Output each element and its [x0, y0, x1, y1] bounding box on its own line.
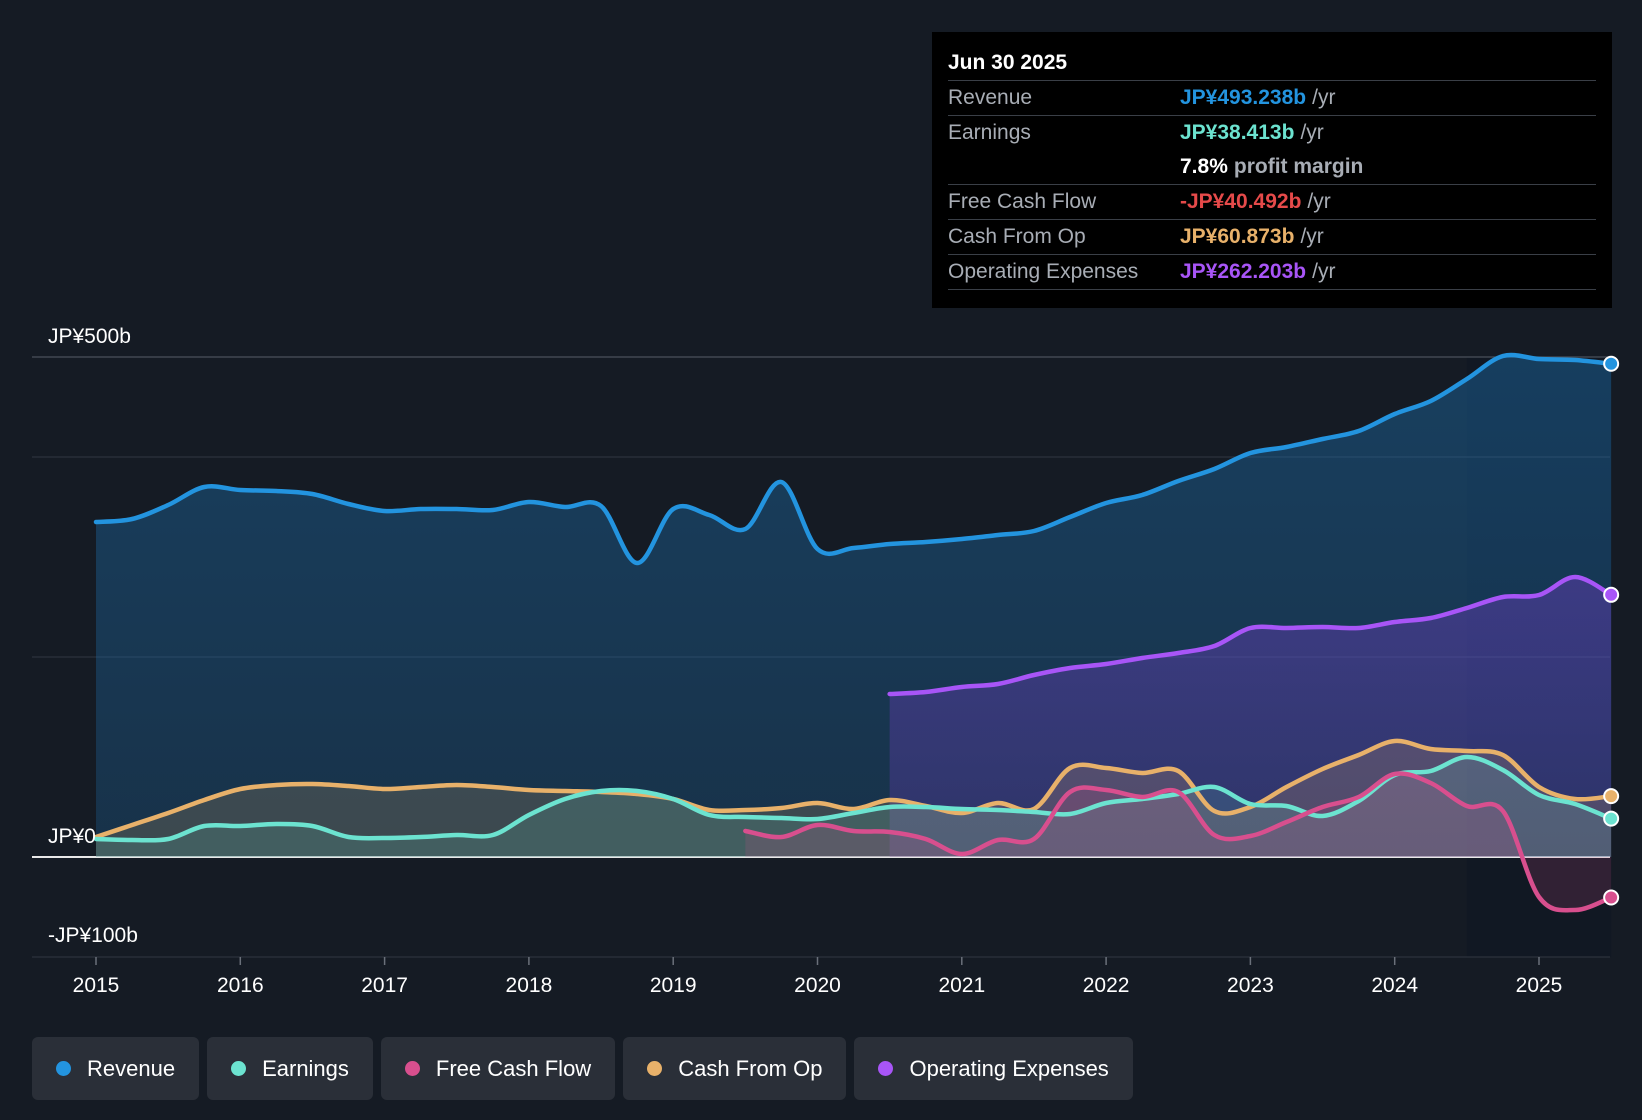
tooltip-label: Revenue — [948, 86, 1033, 109]
operating-expenses-endpoint — [1603, 586, 1620, 603]
y-axis-labels: JP¥500b JP¥0 -JP¥100b — [48, 325, 138, 947]
x-tick-label: 2020 — [794, 974, 841, 997]
x-tick-label: 2025 — [1516, 974, 1563, 997]
series-endpoints — [1603, 355, 1620, 906]
revenue-line — [93, 352, 1614, 566]
tooltip-row-operating-expenses: Operating Expenses JP¥262.203b /yr — [948, 255, 1596, 290]
earnings-area — [96, 756, 1612, 857]
x-tick-label: 2022 — [1083, 974, 1130, 997]
x-tick-label: 2018 — [506, 974, 553, 997]
free-cash-flow-dot-icon — [404, 1061, 420, 1076]
tooltip-unit: /yr — [1300, 121, 1324, 144]
tooltip-row-revenue: Revenue JP¥493.238b /yr — [948, 81, 1596, 116]
tooltip-value: JP¥493.238b — [1180, 86, 1307, 109]
legend-item-earnings[interactable]: Earnings — [207, 1037, 373, 1100]
tooltip-value: JP¥38.413b — [1180, 121, 1295, 144]
tooltip-label: Free Cash Flow — [948, 190, 1097, 213]
tooltip-row-profit-margin: 7.8% profit margin — [948, 150, 1596, 185]
x-axis-labels: 2015 2016 2017 2018 2019 2020 2021 2022 2023 2024… — [73, 957, 1563, 997]
tooltip-label: Operating Expenses — [948, 260, 1139, 283]
earnings-line — [93, 754, 1614, 843]
tooltip-label: Earnings — [948, 121, 1031, 144]
tooltip-row-earnings: Earnings JP¥38.413b /yr — [948, 116, 1596, 150]
y-tick-label: -JP¥100b — [48, 924, 138, 947]
tooltip-unit: profit margin — [1233, 155, 1364, 178]
tooltip-value: JP¥60.873b — [1180, 225, 1295, 248]
free-cash-flow-line — [743, 771, 1614, 913]
tooltip-value: 7.8% — [1180, 155, 1228, 178]
tooltip-date: Jun 30 2025 — [948, 46, 1596, 81]
tooltip-unit: /yr — [1307, 190, 1331, 213]
legend-item-revenue[interactable]: Revenue — [32, 1037, 200, 1100]
earnings-dot-icon — [231, 1061, 247, 1076]
x-tick-label: 2016 — [217, 974, 264, 997]
legend-label: Operating Expenses — [909, 1055, 1109, 1081]
legend-label: Cash From Op — [678, 1055, 823, 1081]
x-tick-label: 2017 — [361, 974, 408, 997]
y-tick-label: JP¥0 — [48, 825, 96, 848]
legend: Revenue Earnings Free Cash Flow Cash Fro… — [32, 1037, 1133, 1100]
operating-expenses-line — [887, 574, 1614, 697]
x-tick-label: 2024 — [1371, 974, 1418, 997]
free-cash-flow-area — [745, 773, 1612, 911]
cash-from-op-dot-icon — [647, 1061, 663, 1076]
y-tick-label: JP¥500b — [48, 325, 131, 348]
tooltip-label: Cash From Op — [948, 225, 1086, 248]
tooltip-value: JP¥262.203b — [1180, 260, 1307, 283]
earnings-endpoint — [1603, 810, 1620, 827]
tooltip-unit: /yr — [1300, 225, 1324, 248]
legend-label: Earnings — [262, 1055, 349, 1081]
legend-item-operating-expenses[interactable]: Operating Expenses — [854, 1037, 1133, 1100]
legend-label: Revenue — [87, 1055, 176, 1081]
cash-from-op-line — [93, 738, 1614, 840]
tooltip-row-cash-from-op: Cash From Op JP¥60.873b /yr — [948, 220, 1596, 255]
tooltip-label — [948, 150, 1180, 184]
legend-item-free-cash-flow[interactable]: Free Cash Flow — [380, 1037, 616, 1100]
series-areas — [96, 354, 1612, 911]
legend-label: Free Cash Flow — [435, 1055, 592, 1081]
tooltip-unit: /yr — [1312, 260, 1336, 283]
x-tick-label: 2021 — [938, 974, 985, 997]
legend-item-cash-from-op[interactable]: Cash From Op — [623, 1037, 847, 1100]
tooltip-value: -JP¥40.492b — [1180, 190, 1302, 213]
operating-expenses-dot-icon — [878, 1061, 894, 1076]
revenue-dot-icon — [56, 1061, 71, 1076]
series-lines — [93, 352, 1614, 913]
tooltip-row-free-cash-flow: Free Cash Flow -JP¥40.492b /yr — [948, 185, 1596, 220]
tooltip-panel: Jun 30 2025 Revenue JP¥493.238b /yr Earn… — [932, 32, 1612, 308]
operating-expenses-area — [889, 576, 1612, 857]
cash-from-op-endpoint — [1603, 788, 1620, 805]
free-cash-flow-endpoint — [1603, 889, 1620, 906]
tooltip-unit: /yr — [1312, 86, 1336, 109]
revenue-endpoint — [1603, 355, 1620, 372]
x-tick-label: 2015 — [73, 974, 120, 997]
x-tick-label: 2023 — [1227, 974, 1274, 997]
x-tick-label: 2019 — [650, 974, 697, 997]
cash-from-op-area — [96, 740, 1612, 857]
